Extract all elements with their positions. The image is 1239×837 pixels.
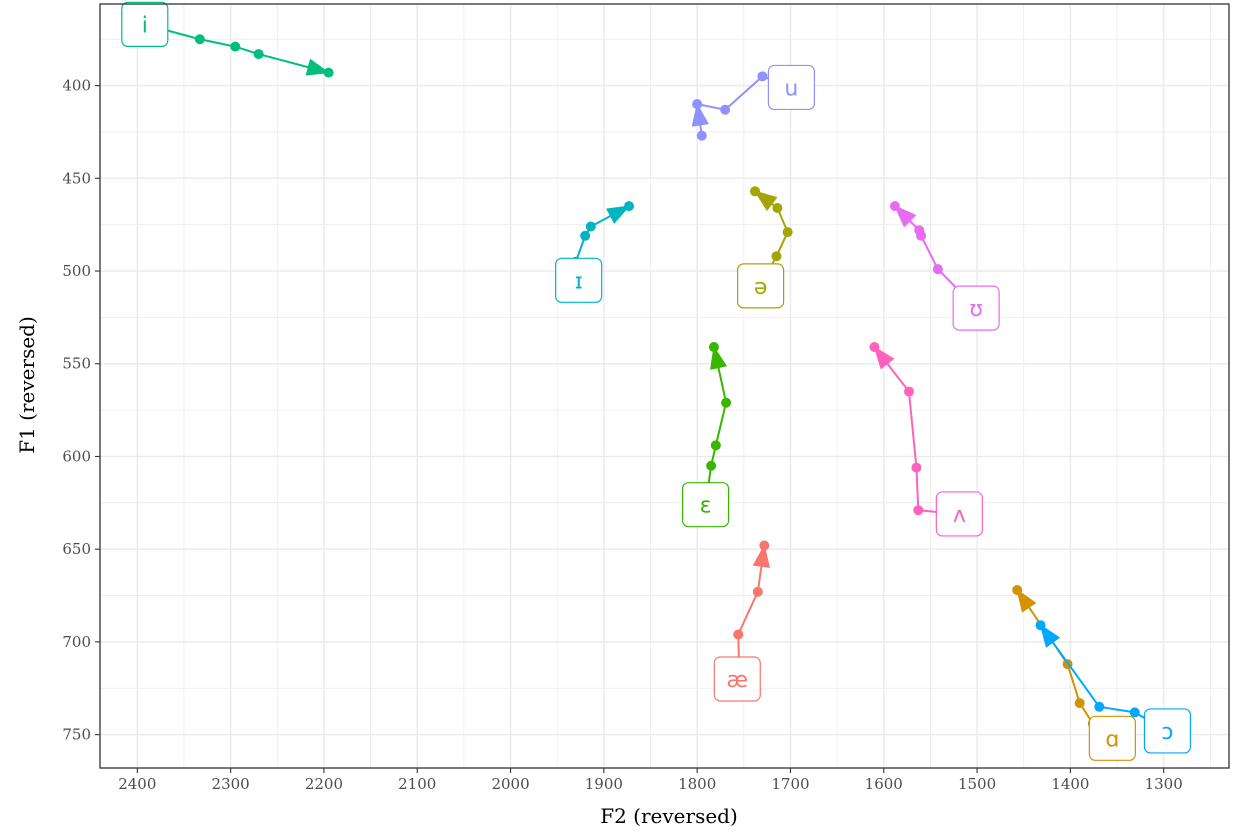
x-tick-label: 2300 xyxy=(212,775,250,793)
trajectory-line xyxy=(873,346,960,515)
trajectory-arrowhead xyxy=(1040,624,1060,648)
vowel-label: ɛ xyxy=(700,494,712,519)
trajectory-arrowhead xyxy=(754,190,778,211)
data-point xyxy=(903,386,914,397)
vowel-label: ə xyxy=(754,275,768,300)
data-point xyxy=(194,34,205,45)
vowel-label-box xyxy=(952,285,1000,331)
trajectory-arrowhead xyxy=(606,205,630,224)
y-axis-title: F1 (reversed) xyxy=(15,316,39,454)
data-point xyxy=(580,230,591,241)
trajectory-arrowhead xyxy=(894,205,917,228)
vowel-label: ʊ xyxy=(969,297,983,322)
data-point xyxy=(721,397,732,408)
series-ɑ: ɑ xyxy=(1012,584,1136,761)
data-point xyxy=(720,104,731,115)
data-point xyxy=(757,71,768,82)
series-i: i xyxy=(121,1,334,78)
x-tick-label: 1700 xyxy=(771,775,809,793)
vowel-label-box xyxy=(1143,708,1192,754)
data-point xyxy=(733,629,744,640)
x-tick-label: 1900 xyxy=(585,775,623,793)
axis-ticks: 2400 2300 2200 2100 2000 1900 1800 1700 1600 1500… xyxy=(62,77,1182,793)
trajectory-arrowhead xyxy=(710,346,727,370)
vowel-label: ʌ xyxy=(953,503,966,528)
grid xyxy=(100,4,1229,768)
vowel-label-box xyxy=(737,263,785,309)
series-layer: i u ɪ ə ʊ ɛ ʌ æ ɑ ɔ xyxy=(121,1,1192,761)
series-ʌ: ʌ xyxy=(869,342,983,537)
y-tick-label: 750 xyxy=(62,726,91,744)
trajectory-arrowhead xyxy=(305,58,330,76)
data-point xyxy=(932,264,943,275)
x-tick-label: 1500 xyxy=(958,775,996,793)
trajectory-arrowhead xyxy=(1016,589,1037,613)
data-point xyxy=(230,41,241,52)
data-point xyxy=(706,460,717,471)
vowel-label-box xyxy=(121,1,169,47)
data-point xyxy=(772,202,783,213)
data-point xyxy=(1094,701,1105,712)
panel-border xyxy=(99,3,1230,769)
x-tick-label: 1800 xyxy=(678,775,716,793)
trajectory-arrowhead xyxy=(752,544,770,568)
x-tick-label: 1600 xyxy=(865,775,903,793)
vowel-label: æ xyxy=(726,668,748,693)
y-tick-label: 650 xyxy=(62,540,91,558)
x-tick-label: 2200 xyxy=(305,775,343,793)
series-ɪ: ɪ xyxy=(555,201,635,303)
y-tick-label: 550 xyxy=(62,355,91,373)
data-point xyxy=(782,227,793,238)
y-tick-label: 400 xyxy=(62,77,91,95)
x-tick-label: 2000 xyxy=(491,775,529,793)
vowel-label-box xyxy=(935,491,983,537)
data-point xyxy=(752,586,763,597)
trajectory-arrowhead xyxy=(691,103,709,127)
series-ə: ə xyxy=(737,186,793,309)
vowel-label: u xyxy=(784,76,798,101)
data-point xyxy=(585,221,596,232)
data-point xyxy=(696,130,707,141)
data-point xyxy=(771,251,782,262)
vowel-label: ɔ xyxy=(1161,720,1173,745)
y-tick-label: 500 xyxy=(62,262,91,280)
series-æ: æ xyxy=(713,540,770,702)
vowel-label-box xyxy=(713,656,761,702)
series-ɔ: ɔ xyxy=(1035,620,1192,754)
vowel-label: ɑ xyxy=(1105,727,1119,752)
vowel-label: i xyxy=(142,13,148,38)
data-point xyxy=(1074,698,1085,709)
data-point xyxy=(1129,707,1140,718)
vowel-label-box xyxy=(681,482,730,528)
trajectory-line xyxy=(696,75,792,137)
trajectory-line xyxy=(704,346,728,505)
series-ʊ: ʊ xyxy=(889,201,1000,331)
x-axis-title: F2 (reversed) xyxy=(600,804,738,828)
vowel-label-box xyxy=(1088,715,1136,761)
data-point xyxy=(710,440,721,451)
series-ɛ: ɛ xyxy=(681,342,732,528)
x-tick-label: 2400 xyxy=(118,775,156,793)
data-point xyxy=(914,225,925,236)
data-point xyxy=(913,505,924,516)
y-tick-label: 700 xyxy=(62,633,91,651)
x-tick-label: 1300 xyxy=(1145,775,1183,793)
series-u: u xyxy=(691,64,815,141)
x-tick-label: 2100 xyxy=(398,775,436,793)
data-point xyxy=(911,462,922,473)
data-point xyxy=(253,49,264,60)
y-tick-label: 600 xyxy=(62,447,91,465)
vowel-label: ɪ xyxy=(575,269,583,294)
vowel-label-box xyxy=(555,257,603,303)
vowel-label-box xyxy=(767,64,815,111)
x-tick-label: 1400 xyxy=(1051,775,1089,793)
y-tick-label: 450 xyxy=(62,169,91,187)
trajectory-arrowhead xyxy=(873,346,895,370)
